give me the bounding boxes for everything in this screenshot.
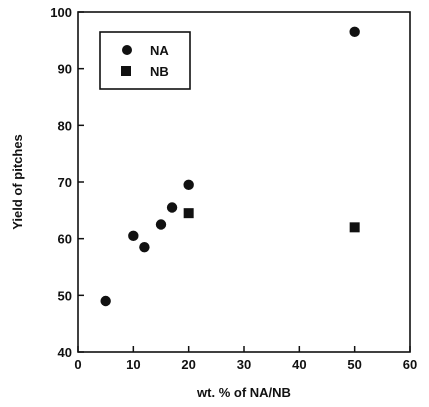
- point-na: [155, 219, 167, 230]
- point-na: [100, 295, 111, 307]
- x-tick-label: 20: [181, 357, 195, 372]
- y-tick-label: 40: [58, 345, 72, 360]
- point-na: [349, 26, 360, 38]
- legend-marker-na: [122, 45, 132, 55]
- legend-marker-nb: [121, 66, 131, 76]
- x-tick-label: 40: [292, 357, 306, 372]
- legend-label-na: NA: [150, 43, 169, 58]
- y-tick-label: 80: [58, 118, 72, 133]
- legend-label-nb: NB: [150, 64, 169, 79]
- x-tick-label: 30: [237, 357, 251, 372]
- y-tick-label: 50: [58, 288, 72, 303]
- legend: NA NB: [99, 31, 191, 90]
- x-axis-label: wt. % of NA/NB: [196, 385, 291, 400]
- point-na: [183, 179, 194, 191]
- y-tick-label: 70: [58, 175, 72, 190]
- x-tick-label: 0: [74, 357, 81, 372]
- y-tick-label: 60: [58, 232, 72, 247]
- y-tick-label: 90: [58, 62, 72, 77]
- point-na: [139, 241, 150, 253]
- x-tick-label: 60: [403, 357, 417, 372]
- x-tick-label: 50: [347, 357, 361, 372]
- data-points: [100, 26, 360, 307]
- point-nb: [183, 208, 194, 219]
- legend-box: [99, 31, 191, 90]
- point-nb: [349, 222, 360, 233]
- x-axis: 0 10 20 30 40 50 60: [74, 346, 417, 372]
- x-tick-label: 10: [126, 357, 140, 372]
- y-axis-label: Yield of pitches: [10, 134, 25, 230]
- point-na: [166, 202, 178, 213]
- point-na: [128, 230, 139, 242]
- y-axis: 40 50 60 70 80 90 100: [50, 5, 84, 360]
- y-tick-label: 100: [50, 5, 72, 20]
